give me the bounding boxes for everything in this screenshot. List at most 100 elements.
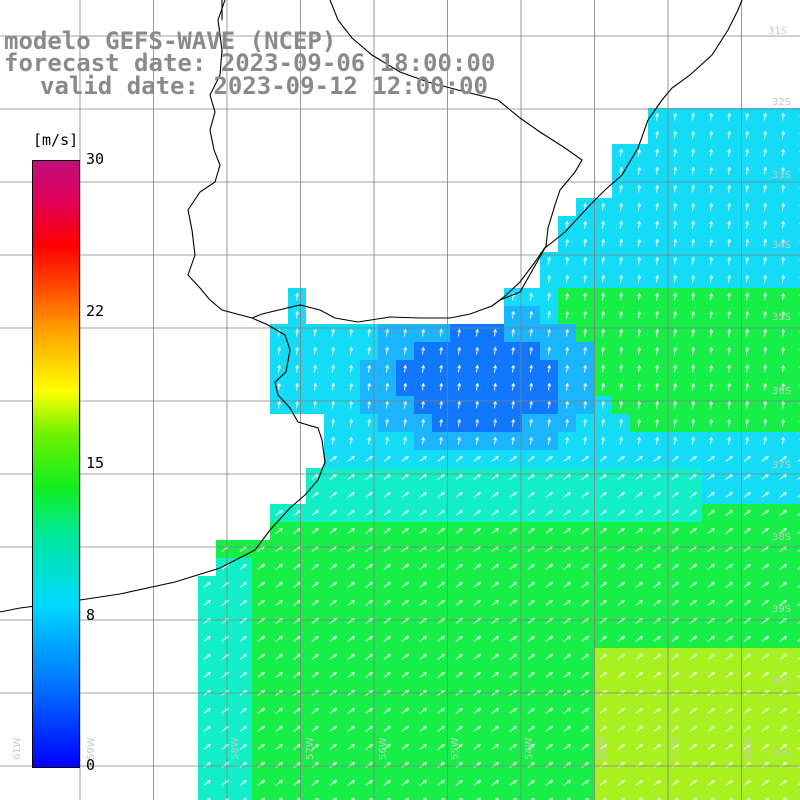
wind-arrow [329, 600, 337, 606]
wind-arrow [671, 708, 679, 714]
wind-arrow [419, 528, 427, 534]
wind-arrow [403, 346, 407, 355]
wind-arrow [493, 364, 497, 373]
wind-arrow [457, 364, 461, 373]
wind-arrow [637, 364, 641, 373]
wind-arrow [763, 274, 767, 283]
wind-arrow [329, 726, 337, 732]
wind-arrow [599, 654, 607, 660]
wind-arrow [511, 328, 515, 337]
wind-arrow [383, 780, 391, 786]
wind-arrow [203, 582, 211, 588]
wind-arrow [583, 328, 587, 337]
wind-arrow [403, 382, 407, 391]
wind-arrow [331, 346, 335, 355]
wind-cell [792, 378, 800, 396]
wind-arrow [277, 364, 281, 373]
wind-arrow [725, 456, 733, 462]
wind-arrow [763, 310, 767, 319]
wind-arrow [329, 762, 337, 768]
wind-arrow [275, 744, 283, 750]
wind-arrow [203, 726, 211, 732]
wind-arrow [239, 744, 247, 750]
wind-arrow [545, 564, 553, 570]
wind-arrow [493, 382, 497, 391]
wind-arrow [509, 654, 517, 660]
wind-arrow [763, 400, 767, 409]
wind-cell [576, 792, 594, 800]
wind-cell [792, 738, 800, 756]
wind-arrow [619, 400, 623, 409]
wind-arrow [473, 744, 481, 750]
wind-arrow [207, 798, 211, 800]
wind-arrow [637, 256, 641, 265]
wind-arrow [509, 744, 517, 750]
wind-arrow [779, 564, 787, 570]
wind-arrow [365, 564, 373, 570]
wind-arrow [331, 418, 335, 427]
wind-arrow [763, 112, 767, 121]
wind-cell [684, 792, 702, 800]
wind-arrow [295, 310, 299, 319]
wind-arrow [437, 762, 445, 768]
wind-arrow [455, 564, 463, 570]
wind-cell [774, 792, 792, 800]
wind-arrow [365, 618, 373, 624]
wind-arrow [347, 582, 355, 588]
wind-arrow [311, 582, 319, 588]
wind-cell [558, 792, 576, 800]
wind-arrow [797, 693, 800, 696]
wind-arrow [617, 672, 625, 678]
wind-arrow [797, 585, 800, 588]
wind-arrow [563, 762, 571, 768]
wind-cell [738, 792, 756, 800]
wind-arrow [583, 436, 587, 445]
wind-arrow [421, 346, 425, 355]
wind-arrow [781, 274, 785, 283]
wind-arrow [457, 418, 461, 427]
wind-arrow [547, 418, 551, 427]
wind-arrow [637, 238, 641, 247]
wind-arrow [635, 510, 643, 516]
wind-arrow [709, 364, 713, 373]
wind-arrow [763, 328, 767, 337]
wind-arrow [671, 600, 679, 606]
wind-arrow [761, 456, 769, 462]
wind-arrow [581, 528, 589, 534]
wind-arrow [257, 582, 265, 588]
wind-arrow [545, 744, 553, 750]
wind-arrow [725, 618, 733, 624]
wind-arrow [653, 528, 661, 534]
wind-arrow [401, 456, 409, 462]
wind-arrow [275, 582, 283, 588]
wind-arrow [365, 474, 373, 480]
wind-arrow [383, 528, 391, 534]
wind-arrow [457, 382, 461, 391]
wind-arrow [545, 654, 553, 660]
wind-arrow [691, 346, 695, 355]
wind-arrow [779, 510, 787, 516]
wind-arrow [545, 582, 553, 588]
wind-arrow [403, 436, 407, 445]
wind-arrow [581, 654, 589, 660]
wind-arrow [331, 328, 335, 337]
wind-arrow [475, 436, 479, 445]
wind-arrow [745, 238, 749, 247]
wind-arrow [601, 400, 605, 409]
wind-arrow [673, 328, 677, 337]
wind-cell [630, 792, 648, 800]
wind-arrow [689, 510, 697, 516]
wind-arrow [347, 528, 355, 534]
wind-arrow [689, 762, 697, 768]
wind-arrow [365, 672, 373, 678]
wind-arrow [781, 130, 785, 139]
wind-arrow [653, 762, 661, 768]
wind-arrow [745, 418, 749, 427]
wind-cell [792, 324, 800, 342]
wind-arrow [655, 184, 659, 193]
wind-arrow [707, 564, 715, 570]
wind-arrow [473, 654, 481, 660]
wind-arrow [725, 708, 733, 714]
wind-arrow [491, 564, 499, 570]
wind-arrow [455, 726, 463, 732]
